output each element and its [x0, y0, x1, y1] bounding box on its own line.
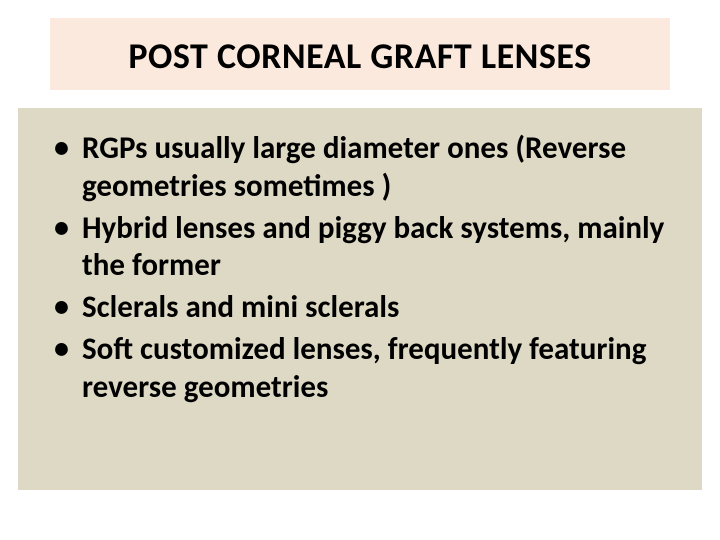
bullet-item: RGPs usually large diameter ones (Revers… [52, 130, 668, 206]
slide-title: POST CORNEAL GRAFT LENSES [60, 34, 660, 78]
bullet-item: Soft customized lenses, frequently featu… [52, 331, 668, 407]
bullet-item: Hybrid lenses and piggy back systems, ma… [52, 210, 668, 286]
title-box: POST CORNEAL GRAFT LENSES [50, 18, 670, 90]
slide-container: POST CORNEAL GRAFT LENSES RGPs usually l… [0, 0, 720, 540]
content-box: RGPs usually large diameter ones (Revers… [18, 108, 702, 490]
bullet-item: Sclerals and mini sclerals [52, 289, 668, 327]
bullet-list: RGPs usually large diameter ones (Revers… [52, 130, 668, 407]
